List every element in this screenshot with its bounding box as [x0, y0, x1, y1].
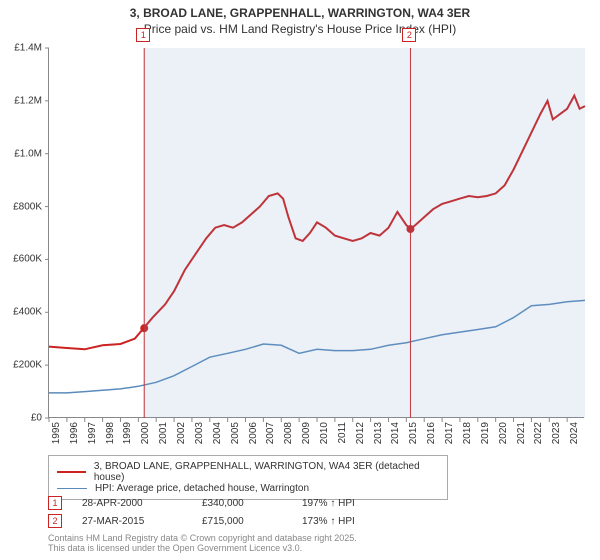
legend-swatch-series2 [57, 488, 87, 489]
x-tick-label: 2019 [480, 422, 491, 454]
legend-label-series2: HPI: Average price, detached house, Warr… [95, 483, 309, 494]
legend-row-series1: 3, BROAD LANE, GRAPPENHALL, WARRINGTON, … [57, 461, 439, 483]
marker-date-1: 28-APR-2000 [82, 498, 202, 509]
marker-date-2: 27-MAR-2015 [82, 516, 202, 527]
marker-badge-1: 1 [48, 496, 62, 510]
x-tick-label: 1996 [69, 422, 80, 454]
x-tick-label: 1997 [87, 422, 98, 454]
y-tick-label: £1.4M [0, 43, 42, 54]
y-tick-label: £800K [0, 201, 42, 212]
x-tick-label: 2004 [212, 422, 223, 454]
marker-box-1: 1 [136, 28, 150, 42]
x-tick-label: 2018 [462, 422, 473, 454]
marker-pct-1: 197% ↑ HPI [302, 498, 422, 509]
x-tick-label: 2002 [176, 422, 187, 454]
x-tick-label: 2014 [390, 422, 401, 454]
x-tick-label: 2006 [248, 422, 259, 454]
x-tick-label: 1999 [122, 422, 133, 454]
x-tick-label: 2013 [373, 422, 384, 454]
legend-label-series1: 3, BROAD LANE, GRAPPENHALL, WARRINGTON, … [94, 461, 439, 483]
title-subtitle: Price paid vs. HM Land Registry's House … [0, 22, 600, 36]
marker-badge-2: 2 [48, 514, 62, 528]
x-tick-label: 2023 [551, 422, 562, 454]
y-tick-label: £400K [0, 307, 42, 318]
x-tick-label: 2003 [194, 422, 205, 454]
marker-row-2: 2 27-MAR-2015 £715,000 173% ↑ HPI [48, 512, 422, 530]
y-tick-label: £200K [0, 360, 42, 371]
x-tick-label: 2022 [533, 422, 544, 454]
x-tick-label: 2007 [265, 422, 276, 454]
marker-box-2: 2 [402, 28, 416, 42]
marker-price-1: £340,000 [202, 498, 302, 509]
x-tick-label: 2021 [516, 422, 527, 454]
x-tick-label: 2000 [140, 422, 151, 454]
footer-line2: This data is licensed under the Open Gov… [48, 544, 357, 554]
y-tick-label: £600K [0, 254, 42, 265]
x-tick-label: 1998 [105, 422, 116, 454]
marker-row-1: 1 28-APR-2000 £340,000 197% ↑ HPI [48, 494, 422, 512]
footer-attribution: Contains HM Land Registry data © Crown c… [48, 534, 357, 554]
chart-area: £0£200K£400K£600K£800K£1.0M£1.2M£1.4M199… [48, 48, 584, 418]
x-tick-label: 2017 [444, 422, 455, 454]
shaded-band-1 [144, 48, 410, 418]
x-tick-label: 2001 [158, 422, 169, 454]
x-tick-label: 2020 [498, 422, 509, 454]
x-tick-label: 2012 [355, 422, 366, 454]
marker-price-2: £715,000 [202, 516, 302, 527]
shaded-band-2 [410, 48, 585, 418]
plot-region [48, 48, 584, 418]
x-tick-label: 2008 [283, 422, 294, 454]
x-tick-label: 2015 [408, 422, 419, 454]
x-tick-label: 2016 [426, 422, 437, 454]
legend-swatch-series1 [57, 471, 86, 473]
title-block: 3, BROAD LANE, GRAPPENHALL, WARRINGTON, … [0, 0, 600, 36]
x-tick-label: 2009 [301, 422, 312, 454]
x-tick-label: 2011 [337, 422, 348, 454]
x-tick-label: 2005 [230, 422, 241, 454]
title-address: 3, BROAD LANE, GRAPPENHALL, WARRINGTON, … [0, 6, 600, 20]
chart-container: 3, BROAD LANE, GRAPPENHALL, WARRINGTON, … [0, 0, 600, 560]
y-tick-label: £0 [0, 413, 42, 424]
y-tick-label: £1.0M [0, 148, 42, 159]
x-tick-label: 1995 [51, 422, 62, 454]
x-tick-label: 2010 [319, 422, 330, 454]
marker-pct-2: 173% ↑ HPI [302, 516, 422, 527]
sale-markers-table: 1 28-APR-2000 £340,000 197% ↑ HPI 2 27-M… [48, 494, 422, 530]
x-tick-label: 2024 [569, 422, 580, 454]
y-tick-label: £1.2M [0, 95, 42, 106]
legend-row-series2: HPI: Average price, detached house, Warr… [57, 483, 439, 494]
